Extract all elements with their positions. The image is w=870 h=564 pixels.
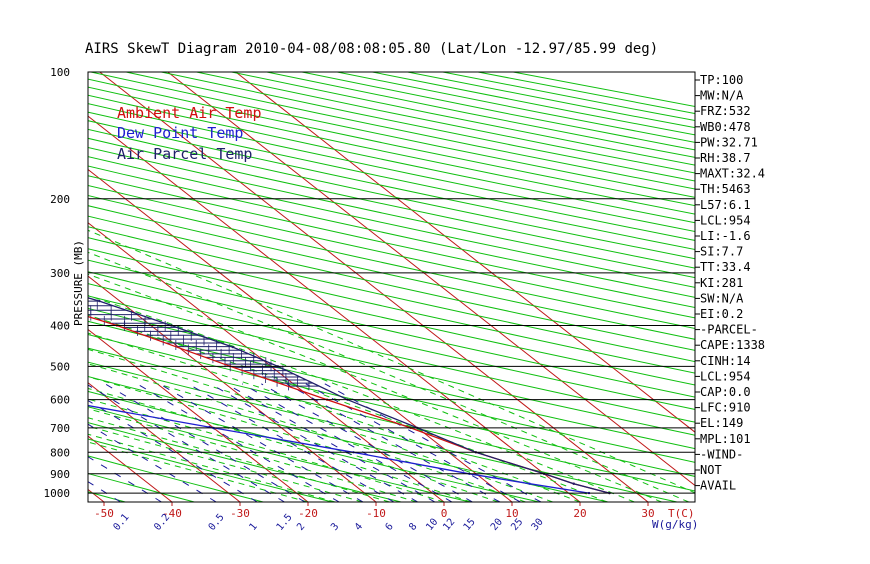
index-text: TT:33.4: [700, 260, 751, 274]
index-text: LI:-1.6: [700, 229, 751, 243]
bottom-temp-label: -20: [298, 507, 318, 520]
index-text: LCL:954: [700, 369, 751, 383]
series-point: [98, 300, 100, 302]
pressure-tick-label: 500: [50, 360, 70, 373]
index-text: EI:0.2: [700, 307, 743, 321]
index-text: PW:32.71: [700, 135, 758, 149]
series-point: [528, 483, 530, 485]
index-text: SI:7.7: [700, 245, 743, 259]
pressure-tick-label: 300: [50, 267, 70, 280]
pressure-tick-label: 100: [50, 66, 70, 79]
index-text: MPL:101: [700, 432, 751, 446]
index-text: MAXT:32.4: [700, 167, 765, 181]
legend-dewpoint: Dew Point Temp: [117, 124, 243, 142]
index-text: TH:5463: [700, 182, 751, 196]
chart-title: AIRS SkewT Diagram 2010-04-08/08:08:05.8…: [85, 41, 658, 57]
index-text: MW:N/A: [700, 89, 744, 103]
bottom-temp-label: 0: [441, 507, 448, 520]
index-text: NOT: [700, 463, 722, 477]
pressure-tick-label: 900: [50, 468, 70, 481]
index-text: AVAIL: [700, 479, 736, 493]
index-text: -PARCEL-: [700, 323, 758, 337]
mixing-ratio-unit: W(g/kg): [652, 518, 698, 531]
index-text: CAP:0.0: [700, 385, 751, 399]
index-text: CAPE:1338: [700, 338, 765, 352]
index-text: L57:6.1: [700, 198, 751, 212]
series-point: [232, 346, 234, 348]
index-text: FRZ:532: [700, 104, 751, 118]
pressure-tick-label: 400: [50, 320, 70, 333]
index-text: KI:281: [700, 276, 743, 290]
index-text: LFC:910: [700, 401, 751, 415]
pressure-tick-label: 1000: [44, 487, 71, 500]
index-text: TP:100: [700, 73, 743, 87]
pressure-tick-label: 700: [50, 422, 70, 435]
legend: Ambient Air Temp Dew Point Temp Air Parc…: [117, 104, 262, 163]
bottom-temp-label: -10: [366, 507, 386, 520]
legend-ambient: Ambient Air Temp: [117, 104, 262, 122]
index-text: EL:149: [700, 416, 743, 430]
bottom-temp-label: -30: [230, 507, 250, 520]
bottom-temp-label: 20: [573, 507, 586, 520]
pressure-tick-label: 800: [50, 446, 70, 459]
index-text: CINH:14: [700, 354, 751, 368]
pressure-tick-label: 200: [50, 193, 70, 206]
legend-parcel: Air Parcel Temp: [117, 145, 252, 163]
index-text: LCL:954: [700, 213, 751, 227]
bottom-temp-label: -50: [94, 507, 114, 520]
y-axis-label: PRESSURE (MB): [72, 240, 85, 326]
index-text: -WIND-: [700, 447, 743, 461]
index-text: RH:38.7: [700, 151, 751, 165]
index-text: WB0:478: [700, 120, 751, 134]
index-text: SW:N/A: [700, 291, 744, 305]
pressure-tick-label: 600: [50, 394, 70, 407]
series-point: [573, 483, 575, 485]
